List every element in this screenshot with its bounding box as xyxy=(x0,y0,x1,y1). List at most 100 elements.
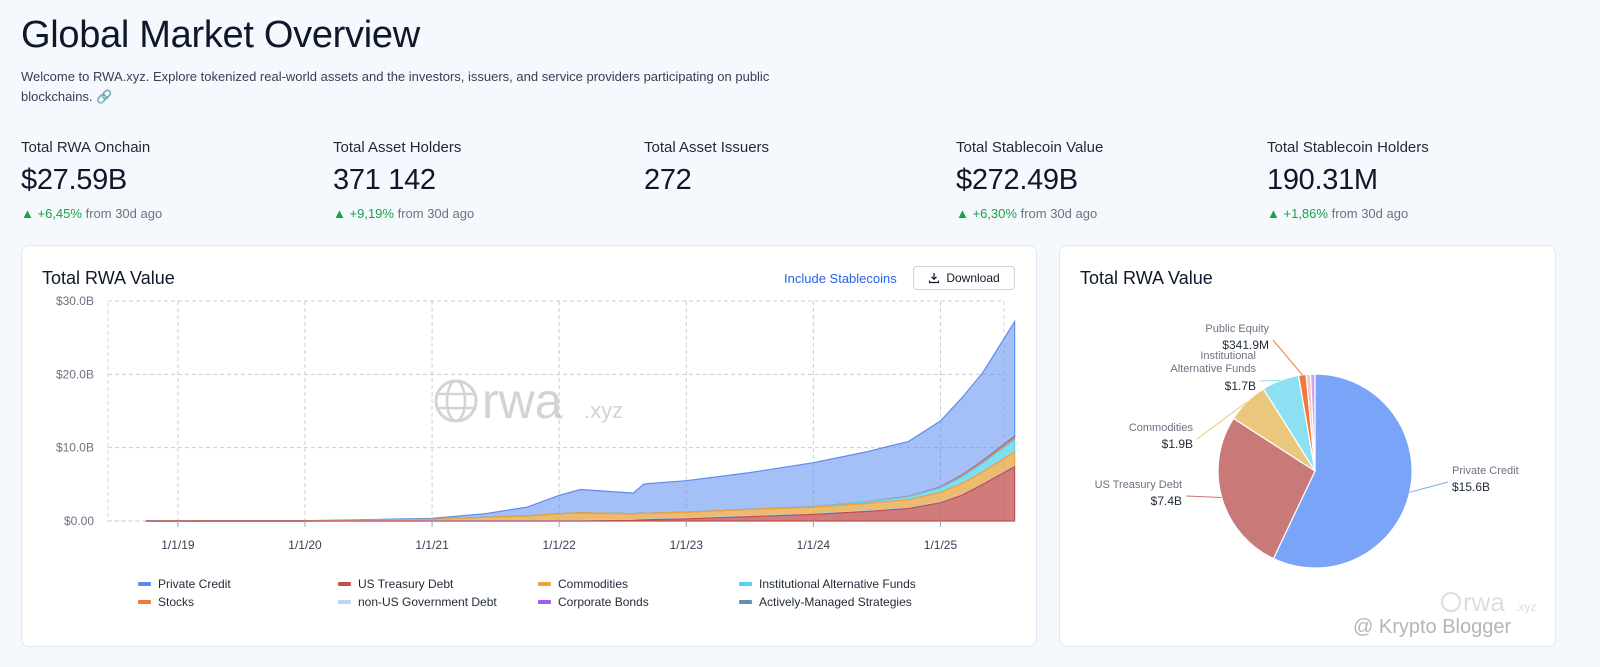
watermark-suffix: .xyz xyxy=(584,398,623,423)
stat-label: Total Asset Issuers xyxy=(644,139,770,156)
pie-slice-other-2[interactable] xyxy=(1309,373,1316,472)
legend-item-actively-managed-strategies[interactable]: Actively-Managed Strategies xyxy=(739,595,912,609)
stat-label: Total Stablecoin Value xyxy=(956,139,1104,156)
legend-label: Institutional Alternative Funds xyxy=(759,577,916,591)
x-tick-label: 1/1/19 xyxy=(161,538,195,552)
stat-change: ▲ +6,45% from 30d ago xyxy=(21,206,311,221)
legend-swatch xyxy=(138,582,151,586)
legend-item-corporate-bonds[interactable]: Corporate Bonds xyxy=(538,595,649,609)
legend-label: Stocks xyxy=(158,595,195,609)
watermark-text: rwa xyxy=(1463,587,1505,617)
pie-label-name: US Treasury Debt xyxy=(1095,479,1182,491)
stat-change: ▲ +9,19% from 30d ago xyxy=(333,206,623,221)
rwa-pie-chart-card: Total RWA Value rwa .xyz Private Credit $… xyxy=(1059,245,1556,647)
pie-label-private-credit: Private Credit $15.6B xyxy=(1409,465,1519,494)
legend-swatch xyxy=(739,582,752,586)
y-tick-label: $0.00 xyxy=(64,514,94,528)
pie-title: Total RWA Value xyxy=(1080,268,1213,288)
legend-swatch xyxy=(338,582,351,586)
legend-item-commodities[interactable]: Commodities xyxy=(538,577,628,591)
legend-label: Corporate Bonds xyxy=(558,595,649,609)
x-tick-label: 1/1/23 xyxy=(670,538,704,552)
stat-asset-holders: Total Asset Holders 371 142 ▲ +9,19% fro… xyxy=(333,139,623,221)
pie-label-name: Public Equity xyxy=(1205,323,1269,335)
stat-rwa-onchain: Total RWA Onchain $27.59B ▲ +6,45% from … xyxy=(21,139,311,221)
legend-item-private-credit[interactable]: Private Credit xyxy=(138,577,231,591)
pie-leader-line xyxy=(1196,401,1248,440)
stat-value: $272.49B xyxy=(956,164,1078,196)
stat-value: 190.31M xyxy=(1267,164,1378,196)
legend-swatch xyxy=(338,600,351,604)
pie-label-value: $341.9M xyxy=(1222,338,1269,352)
legend-label: Actively-Managed Strategies xyxy=(759,595,912,609)
area-chart: $0.00 $10.0B $20.0B $30.0B 1/1/19 1/1/20 1/1/2… xyxy=(56,294,1016,552)
pie-label-name: Private Credit xyxy=(1452,465,1519,477)
x-tick-label: 1/1/22 xyxy=(542,538,576,552)
x-tick-label: 1/1/21 xyxy=(415,538,449,552)
legend-item-us-treasury-debt[interactable]: US Treasury Debt xyxy=(338,577,453,591)
legend-item-stocks[interactable]: Stocks xyxy=(138,595,194,609)
pie-leader-line xyxy=(1185,495,1222,498)
pie-label-name: Commodities xyxy=(1129,422,1194,434)
watermark-text: rwa xyxy=(482,373,563,429)
download-icon xyxy=(928,272,940,284)
stat-change-pct: +6,30% xyxy=(972,206,1017,221)
arrow-up-icon: ▲ xyxy=(21,206,34,221)
stat-value: 371 142 xyxy=(333,164,436,196)
stat-change-suffix: from 30d ago xyxy=(1020,206,1098,221)
stat-value: 272 xyxy=(644,164,692,196)
chart-title: Total RWA Value xyxy=(42,268,175,288)
legend-swatch xyxy=(138,600,151,604)
pie-label-value: $1.9B xyxy=(1162,437,1193,451)
legend-label: Commodities xyxy=(558,577,629,591)
stat-change: ▲ +6,30% from 30d ago xyxy=(956,206,1246,221)
legend-item-institutional-alternative-funds[interactable]: Institutional Alternative Funds xyxy=(739,577,916,591)
include-stablecoins-link[interactable]: Include Stablecoins xyxy=(784,271,897,286)
stat-label: Total RWA Onchain xyxy=(21,139,151,156)
pie-slice-private-credit[interactable] xyxy=(1272,373,1413,569)
arrow-up-icon: ▲ xyxy=(333,206,346,221)
page-title: Global Market Overview xyxy=(21,14,420,56)
legend-swatch xyxy=(739,600,752,604)
legend-swatch xyxy=(538,582,551,586)
stat-asset-issuers: Total Asset Issuers 272 xyxy=(644,139,934,197)
stat-change-suffix: from 30d ago xyxy=(85,206,163,221)
pie-label-value: $15.6B xyxy=(1452,480,1490,494)
y-tick-label: $30.0B xyxy=(56,294,94,308)
area-series-group xyxy=(145,319,1016,522)
stat-change-suffix: from 30d ago xyxy=(1331,206,1409,221)
legend-label: non-US Government Debt xyxy=(358,595,497,609)
stat-value: $27.59B xyxy=(21,164,127,196)
footer-watermark: @ Krypto Blogger xyxy=(1353,616,1512,638)
stat-change-pct: +1,86% xyxy=(1283,206,1328,221)
pie-label-value: $1.7B xyxy=(1225,379,1256,393)
stat-label: Total Asset Holders xyxy=(333,139,462,156)
pie-slice-us-treasury-debt[interactable] xyxy=(1217,417,1316,560)
download-button[interactable]: Download xyxy=(913,266,1015,290)
stat-change-suffix: from 30d ago xyxy=(397,206,475,221)
pie-slices xyxy=(1217,373,1413,569)
legend-swatch xyxy=(538,600,551,604)
y-tick-label: $20.0B xyxy=(56,367,94,381)
arrow-up-icon: ▲ xyxy=(956,206,969,221)
legend-item-non-us-government-debt[interactable]: non-US Government Debt xyxy=(338,595,497,609)
x-tick-label: 1/1/20 xyxy=(288,538,322,552)
legend-label: US Treasury Debt xyxy=(358,577,454,591)
pie-leader-line xyxy=(1409,481,1449,493)
legend-label: Private Credit xyxy=(158,577,231,591)
pie-label-commodities: Commodities $1.9B xyxy=(1129,401,1248,451)
x-tick-label: 1/1/25 xyxy=(924,538,958,552)
pie-label-us-treasury-debt: US Treasury Debt $7.4B xyxy=(1095,479,1222,508)
pie-label-value: $7.4B xyxy=(1151,494,1182,508)
area-series-us-treasury-debt xyxy=(146,465,1016,522)
pie-leader-line xyxy=(1259,379,1281,382)
rwa-watermark: rwa .xyz xyxy=(434,373,623,429)
watermark-suffix: .xyz xyxy=(1515,600,1536,614)
stat-label: Total Stablecoin Holders xyxy=(1267,139,1429,156)
pie-label-public-equity: Public Equity $341.9M xyxy=(1205,323,1303,376)
x-tick-label: 1/1/24 xyxy=(797,538,831,552)
arrow-up-icon: ▲ xyxy=(1267,206,1280,221)
area-series-private-credit xyxy=(145,319,1016,522)
pie-chart: rwa .xyz Private Credit $15.6B US Treasury… xyxy=(1095,323,1537,617)
